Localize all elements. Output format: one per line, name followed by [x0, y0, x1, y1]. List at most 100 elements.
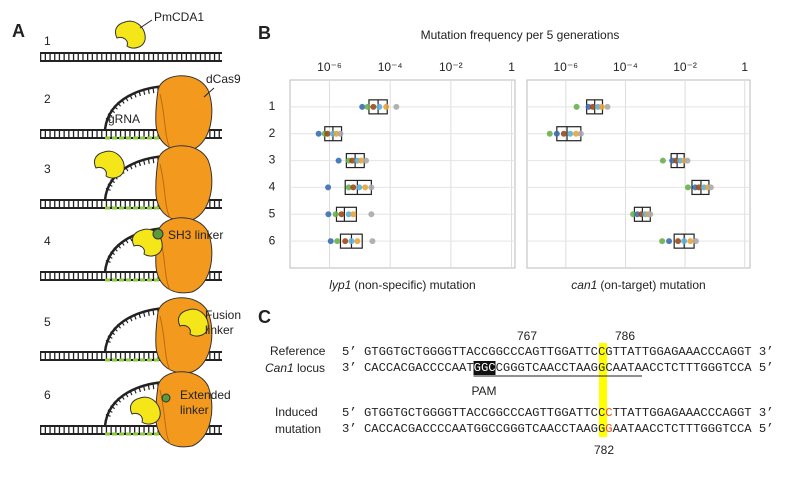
data-point: [332, 211, 339, 218]
step-number: 3: [44, 162, 51, 176]
data-point: [325, 211, 332, 218]
data-point: [695, 184, 702, 191]
linker-label: Fusion: [205, 308, 241, 322]
sh3: [152, 228, 164, 240]
dcas9-label: dCas9: [206, 72, 241, 86]
pmcda1: [114, 20, 146, 49]
data-point: [362, 184, 369, 191]
data-point: [327, 238, 334, 245]
seq-part: 5’ GTGGTGCTGGGGTTACCGGCCCAGTTGGATTCC: [342, 406, 605, 420]
row-label: mutation: [275, 422, 321, 436]
data-point: [334, 238, 341, 245]
seq-part: CGGGTCAACCTAAGGCAATA: [496, 361, 643, 375]
data-point: [349, 157, 356, 164]
y-tick-label: 1: [269, 99, 276, 113]
step-number: 1: [44, 34, 51, 48]
data-point: [546, 130, 553, 137]
seq-part: AATAACCTCTTTGGGTCCA 5’: [613, 422, 774, 436]
data-point: [338, 211, 345, 218]
y-tick-label: 4: [269, 180, 276, 194]
y-tick-label: 3: [269, 153, 276, 167]
x-tick-label: 10⁻⁴: [378, 60, 403, 74]
panel-label: C: [258, 307, 271, 327]
step-number: 4: [44, 234, 51, 248]
y-tick-label: 2: [269, 126, 276, 140]
data-point: [577, 130, 584, 137]
data-point: [350, 211, 357, 218]
data-point: [573, 130, 580, 137]
data-point: [647, 211, 654, 218]
x-tick-label: 1: [508, 60, 515, 74]
data-point: [585, 103, 592, 110]
step-number: 2: [44, 92, 51, 106]
x-axis-gene: lyp1: [329, 278, 351, 292]
seq-part: 3’ CACCACGACCCCAATGGCCGGGTCAACCTAAGG: [342, 422, 605, 436]
seq-part: ACCTCTTTGGGTCCA 5’: [642, 361, 774, 375]
x-tick-label: 10⁻²: [673, 60, 697, 74]
pmcda1-label: PmCDA1: [154, 10, 204, 24]
y-tick-label: 6: [269, 233, 276, 247]
plot-frame: [289, 79, 516, 269]
position: 767: [517, 329, 537, 343]
x-axis-text: (on-target) mutation: [600, 278, 705, 292]
data-point: [315, 130, 322, 137]
sh3-label: SH3 linker: [168, 228, 223, 242]
x-tick-label: 10⁻⁴: [613, 60, 638, 74]
highlight: [599, 343, 607, 437]
position: 782: [594, 443, 614, 457]
data-point: [383, 103, 390, 110]
panel-a: A 1 2 3 4 5 6 PmCDA1 dCas9 gRNA SH3 link…: [12, 10, 241, 447]
plot-frame: [526, 79, 751, 269]
data-point: [354, 238, 361, 245]
data-point: [560, 130, 567, 137]
data-point: [356, 184, 363, 191]
pointer: [203, 87, 215, 98]
sequence: 3’ CACCACGACCCCAATGGCCGGGTCAACCTAAGGGAAT…: [342, 422, 774, 436]
data-point: [687, 238, 694, 245]
x-tick-label: 10⁻²: [439, 60, 463, 74]
data-point: [684, 157, 691, 164]
x-axis-label: can1 (on-target) mutation: [571, 278, 705, 292]
seq-part: TTATTGGAGAAACCCAGGT 3’: [613, 406, 774, 420]
data-point: [567, 130, 574, 137]
data-point: [345, 184, 352, 191]
data-point: [370, 103, 377, 110]
chart-title: Mutation frequency per 5 generations: [421, 28, 620, 42]
data-point: [348, 238, 355, 245]
data-point: [364, 103, 371, 110]
data-point: [342, 238, 349, 245]
data-point: [598, 103, 605, 110]
linker: [161, 393, 171, 403]
data-point: [573, 103, 580, 110]
data-point: [369, 238, 376, 245]
panel-c: C 767 786 782 Reference Can1 locus PAM I…: [258, 307, 774, 457]
step-number: 5: [44, 315, 51, 329]
row-label: Can1: [265, 361, 294, 375]
pointer: [139, 19, 153, 29]
position: 786: [615, 329, 635, 343]
data-point: [345, 211, 352, 218]
step-number: 6: [44, 388, 51, 402]
pam-label: PAM: [471, 384, 496, 398]
data-point: [589, 103, 596, 110]
data-point: [659, 157, 666, 164]
data-point: [324, 130, 331, 137]
x-axis-gene: can1: [571, 278, 597, 292]
data-point: [630, 211, 637, 218]
mutated-base: C: [605, 406, 612, 420]
data-point: [358, 157, 365, 164]
data-point: [604, 103, 611, 110]
data-point: [368, 184, 375, 191]
data-point: [681, 238, 688, 245]
x-axis-text: (non-specific) mutation: [354, 278, 475, 292]
sequence: 3’ CACCACGACCCCAATGGCCGGGTCAACCTAAGGCAAT…: [342, 361, 774, 375]
panel-label: B: [258, 23, 271, 43]
data-point: [337, 130, 344, 137]
pam-box: [473, 361, 496, 375]
data-point: [684, 184, 691, 191]
dna: [40, 53, 222, 61]
data-point: [553, 130, 560, 137]
row-label: locus: [297, 361, 325, 375]
data-point: [368, 211, 375, 218]
